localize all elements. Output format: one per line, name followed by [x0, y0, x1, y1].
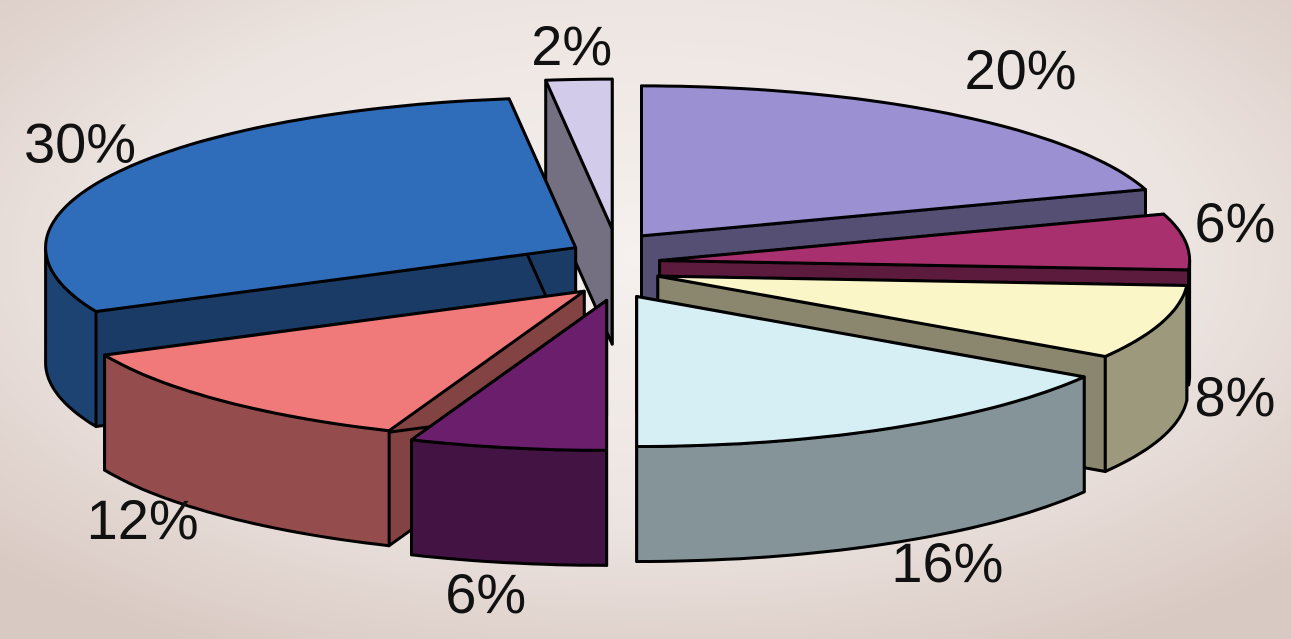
slice-wall	[410, 438, 609, 567]
slice	[640, 84, 1147, 238]
value-label: 16%	[891, 531, 1003, 594]
slice	[410, 298, 609, 452]
slice-wall	[1187, 259, 1192, 387]
value-label: 6%	[1195, 191, 1276, 254]
value-label: 8%	[1195, 365, 1276, 428]
slice	[44, 97, 578, 313]
value-label: 6%	[445, 562, 526, 625]
value-label: 2%	[531, 14, 612, 77]
slice	[635, 295, 1086, 448]
value-label: 30%	[24, 111, 136, 174]
slice	[544, 77, 614, 231]
slice	[103, 289, 586, 433]
slice	[656, 274, 1189, 358]
slice	[658, 212, 1192, 272]
value-label: 12%	[87, 488, 199, 551]
pie	[44, 77, 1192, 567]
value-label: 20%	[965, 38, 1077, 101]
